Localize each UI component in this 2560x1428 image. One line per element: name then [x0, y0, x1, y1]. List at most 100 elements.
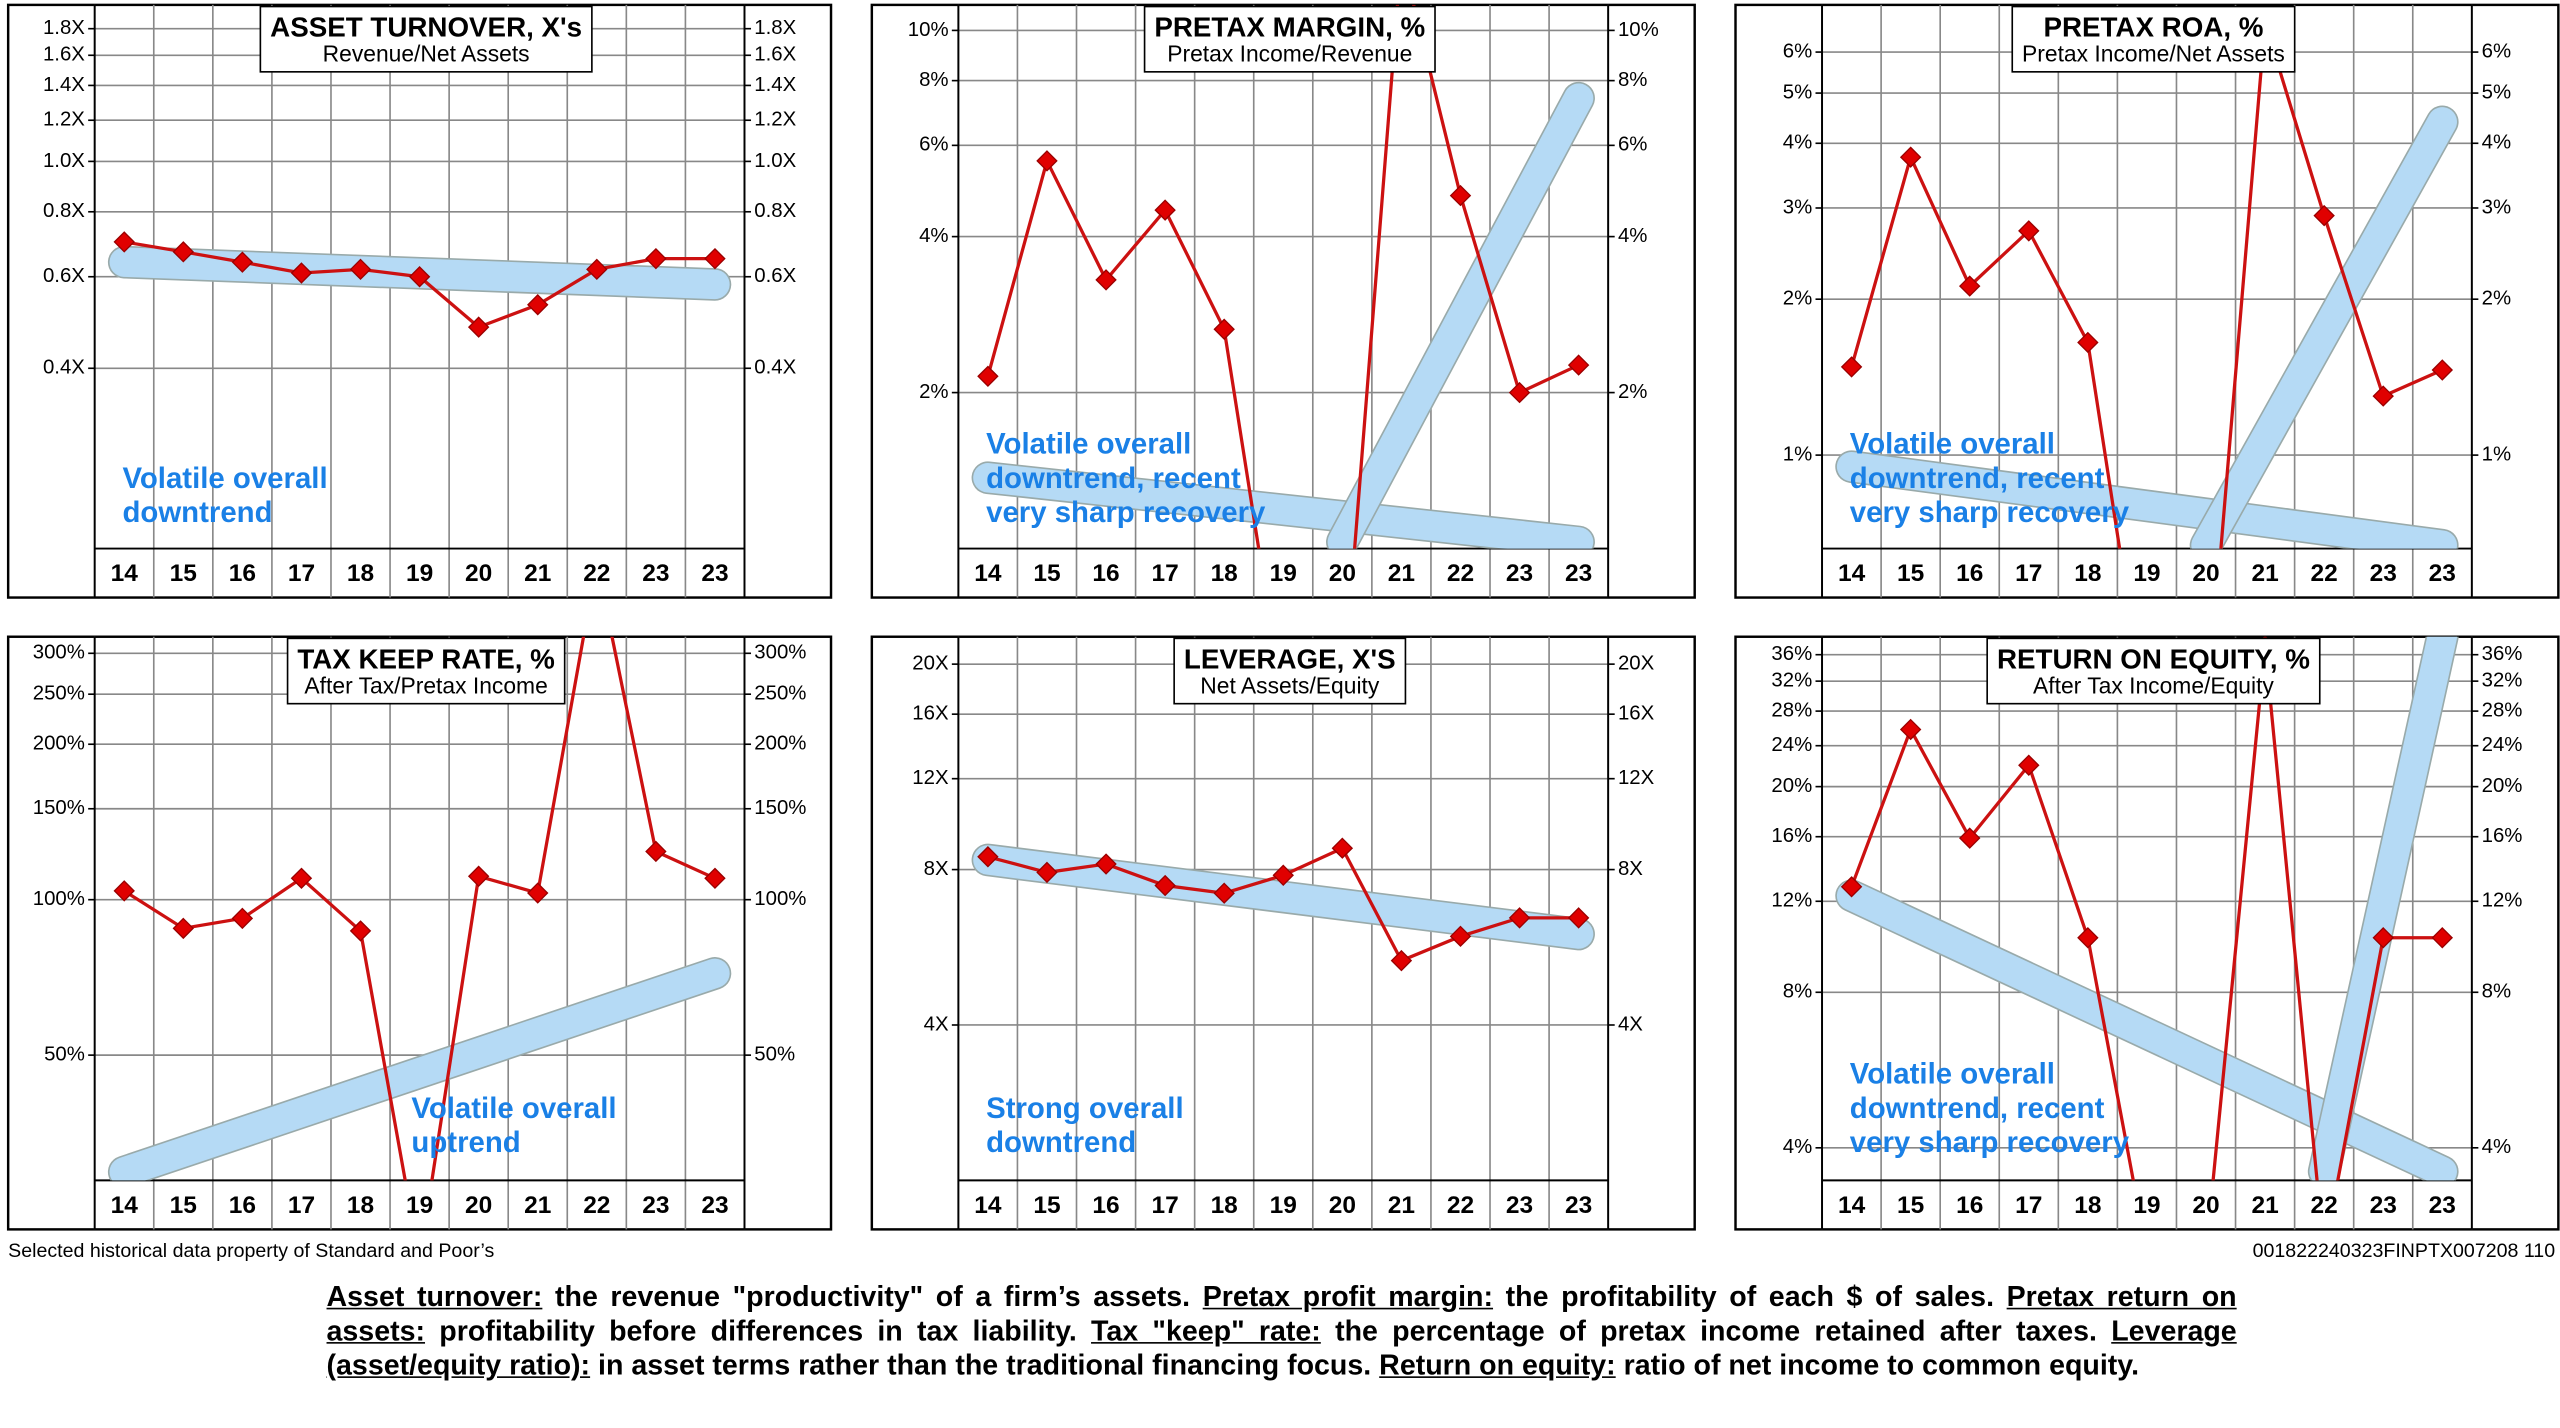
- x-tick-label: 20: [465, 1192, 492, 1219]
- x-tick-label: 14: [974, 1192, 1002, 1219]
- x-tick-label: 17: [288, 1192, 315, 1219]
- x-tick-label: 15: [1897, 560, 1924, 587]
- x-tick-label: 15: [170, 1192, 197, 1219]
- y-tick-label: 250%: [33, 683, 85, 705]
- x-tick-label: 14: [1838, 560, 1866, 587]
- marker: [977, 846, 999, 868]
- marker: [113, 880, 135, 902]
- x-tick-label: 15: [1033, 560, 1060, 587]
- y-tick-label: 12X: [912, 767, 949, 789]
- annotation: downtrend, recent: [1850, 1092, 2105, 1125]
- x-tick-label: 15: [1033, 1192, 1060, 1219]
- x-tick-label: 23: [2429, 1192, 2456, 1219]
- chart: 20X 20X 16X 16X 12X 12X 8X 8X 4X 4X 14 15 16 17 18 19 20…: [870, 635, 1696, 1231]
- x-tick-label: 19: [1270, 1192, 1297, 1219]
- x-tick-label: 19: [1270, 560, 1297, 587]
- x-tick-label: 23: [2370, 560, 2397, 587]
- annotation: Volatile overall: [411, 1092, 616, 1125]
- x-tick-label: 20: [1329, 560, 1356, 587]
- chart-title: ASSET TURNOVER, X's: [270, 12, 582, 43]
- y-tick-label: 200%: [33, 733, 85, 755]
- note-text: ratio of net income to common equity.: [1623, 1348, 2140, 1382]
- y-tick-label: 1.2X: [43, 109, 85, 131]
- y-tick-label: 16X: [912, 703, 949, 725]
- trend-line: [2309, 636, 2457, 1181]
- note-text: profitability before differences in tax …: [439, 1314, 1077, 1347]
- marker: [1331, 837, 1354, 859]
- marker: [467, 316, 490, 338]
- x-tick-label: 16: [229, 560, 256, 587]
- chart-subtitle: Net Assets/Equity: [1200, 672, 1380, 698]
- x-tick-label: 22: [1447, 560, 1474, 587]
- chart-title: PRETAX MARGIN, %: [1154, 12, 1425, 43]
- y-tick-label: 2%: [919, 381, 948, 403]
- marker: [2372, 927, 2394, 949]
- y2-tick-label: 28%: [2482, 699, 2523, 721]
- annotation: Volatile overall: [1850, 427, 2055, 460]
- note-term: Leverage (asset/equity ratio):: [326, 1314, 2237, 1382]
- y2-tick-label: 1%: [2482, 443, 2511, 465]
- x-tick-label: 23: [1565, 1192, 1592, 1219]
- marker: [1036, 861, 1058, 884]
- y-tick-label: 20%: [1771, 775, 1812, 797]
- x-tick-label: 14: [1838, 1192, 1866, 1219]
- y-tick-label: 10%: [908, 19, 949, 41]
- marker: [172, 917, 195, 940]
- marker: [2077, 331, 2099, 354]
- x-tick-label: 20: [465, 560, 492, 587]
- x-tick-label: 19: [2133, 1192, 2160, 1219]
- x-tick-label: 21: [1388, 1192, 1415, 1219]
- x-tick-label: 14: [111, 1192, 139, 1219]
- x-tick-label: 20: [2192, 560, 2219, 587]
- annotation: Volatile overall: [1850, 1058, 2055, 1091]
- annotation: Volatile overall: [122, 462, 327, 495]
- y-tick-label: 3%: [1783, 196, 1812, 218]
- panel: [6, 635, 833, 1231]
- charts: 1.8X 1.8X 1.6X 1.6X 1.4X 1.4X 1.2X 1.2X 1.0X 1.0X…: [6, 3, 2560, 1231]
- marker: [231, 251, 254, 273]
- chart: 10% 10% 8% 8% 6% 6% 4% 4% 2% 2% 14 15 16 17 18 19 20 21 22…: [870, 3, 1696, 599]
- note-term: Tax "keep" rate:: [1091, 1314, 1321, 1347]
- trend-line: [1327, 83, 1594, 549]
- x-tick-label: 21: [524, 1192, 551, 1219]
- y-tick-label: 4%: [1783, 132, 1812, 154]
- x-tick-label: 18: [347, 560, 374, 587]
- y-tick-label: 2%: [1783, 288, 1812, 310]
- y2-tick-label: 250%: [754, 683, 806, 705]
- y-tick-label: 0.4X: [43, 357, 85, 379]
- marker: [1154, 874, 1176, 897]
- y2-tick-label: 300%: [754, 642, 806, 664]
- x-tick-label: 20: [2192, 1192, 2219, 1219]
- chart-title: TAX KEEP RATE, %: [297, 644, 555, 675]
- trend-line: [2191, 107, 2457, 549]
- marker: [2018, 220, 2040, 242]
- x-tick-label: 17: [2015, 1192, 2042, 1219]
- trend-line: [973, 463, 1594, 549]
- x-tick-label: 23: [701, 1192, 728, 1219]
- y2-tick-label: 16%: [2482, 825, 2523, 847]
- y2-tick-label: 10%: [1618, 19, 1659, 41]
- marker: [1899, 146, 1922, 168]
- marker: [1449, 925, 1472, 948]
- x-tick-label: 19: [406, 1192, 433, 1219]
- y2-tick-label: 4%: [1618, 225, 1647, 247]
- marker: [290, 867, 313, 890]
- y-tick-label: 8%: [1783, 981, 1812, 1003]
- marker: [1036, 150, 1058, 172]
- marker: [1899, 718, 1922, 741]
- y-tick-label: 1.0X: [43, 150, 85, 172]
- chart: 36% 36% 32% 32% 28% 28% 24% 24% 20% 20% 16% 16% 12% 1…: [1734, 635, 2560, 1231]
- y2-tick-label: 0.4X: [754, 357, 796, 379]
- series-line: [1850, 645, 2443, 1181]
- marker: [977, 365, 999, 388]
- note-text: the profitability of each $ of sales.: [1505, 1279, 1995, 1313]
- x-tick-label: 21: [524, 560, 551, 587]
- x-tick-label: 23: [642, 560, 669, 587]
- x-tick-label: 16: [1956, 560, 1983, 587]
- y2-tick-label: 1.2X: [754, 109, 796, 131]
- annotation: downtrend: [986, 1126, 1136, 1159]
- x-tick-label: 22: [583, 560, 610, 587]
- y2-tick-label: 3%: [2482, 196, 2511, 218]
- x-tick-label: 14: [111, 560, 139, 587]
- y-tick-label: 8X: [924, 858, 949, 880]
